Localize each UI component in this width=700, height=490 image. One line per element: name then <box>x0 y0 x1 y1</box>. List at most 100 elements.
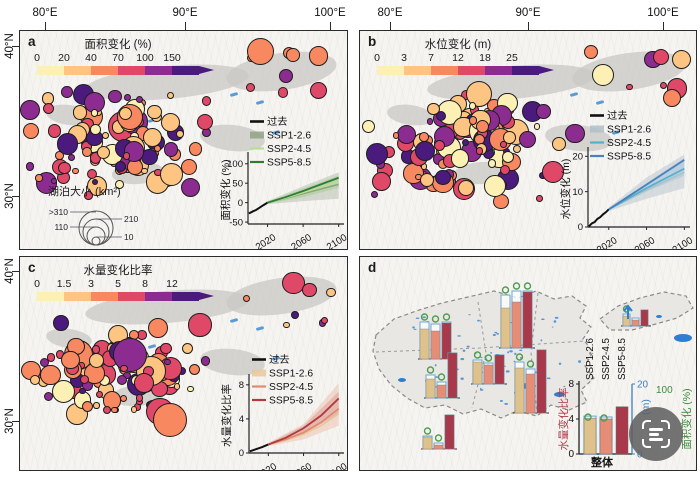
lake-bubble <box>584 44 599 60</box>
axis-tick <box>45 22 47 30</box>
colorbar-tick: 25 <box>506 52 518 64</box>
panel-c-volume-ratio-map: c 水量变化比率 0 1.5 3 5 8 12 0 4 8 2020 2060 2100 水量变化比率… <box>19 256 348 471</box>
colorbar-tick: 3 <box>401 52 407 64</box>
lake-bubble <box>450 148 470 168</box>
lake-bubble <box>189 363 201 376</box>
axis-tick <box>12 421 20 423</box>
lake-bubble <box>536 195 543 202</box>
lake-bubble <box>90 124 102 136</box>
lake-bubble <box>181 158 197 175</box>
y-tick-label: 50 <box>232 178 243 189</box>
lake-bubble <box>35 174 43 182</box>
lake-bubble <box>114 161 126 173</box>
lake-bubble <box>86 168 97 179</box>
small-lake <box>505 370 510 373</box>
lake-bubble <box>290 310 299 319</box>
bar <box>483 364 494 385</box>
left-axis-label: 水量变化比率 <box>557 388 570 451</box>
y-tick-label: 100 <box>227 159 243 170</box>
panel-label: c <box>28 260 36 275</box>
lake-bubble <box>461 138 470 147</box>
lake-bubble <box>160 342 172 354</box>
colorbar-segment <box>37 66 64 75</box>
lake-bubble <box>163 142 179 157</box>
colorbar-tick: 8 <box>142 278 148 290</box>
lake-bubble <box>370 191 378 199</box>
colorbar-volume-ratio: 水量变化比率 0 1.5 3 5 8 12 <box>34 262 237 301</box>
lake-bubble <box>90 109 99 117</box>
lake-bubble <box>160 162 184 186</box>
lake-bubble <box>88 352 104 369</box>
lake-bubble <box>67 153 75 161</box>
lake-bubble <box>310 81 328 100</box>
series-line <box>267 176 339 204</box>
lake-bubble <box>147 105 162 120</box>
lake-bubble <box>500 141 507 148</box>
colorbar-segment <box>404 66 431 75</box>
panel-a-area-change-map: a 面积变化 (%) 0 20 40 70 100 150 湖泊大小 (km²) >310… <box>19 30 348 250</box>
small-lake <box>546 377 551 380</box>
area-change-circle <box>584 413 592 421</box>
y-tick-label: 0 <box>568 449 574 460</box>
y-tick-label: 0 <box>239 448 244 459</box>
colorbar-tick: 0 <box>34 52 40 64</box>
colorbar-ticks: 0 1.5 3 5 8 12 <box>34 278 237 291</box>
lake-bubble <box>47 124 62 138</box>
x-tick-label: 2020 <box>595 235 620 249</box>
colorbar-segment <box>172 66 199 75</box>
colorbar-tick: 5 <box>115 278 121 290</box>
bar <box>433 444 444 450</box>
lake-bubble <box>197 113 214 130</box>
area-change-circle <box>523 282 532 290</box>
lake-bubble <box>326 287 336 298</box>
legend-label: 过去 <box>269 353 290 366</box>
small-lake <box>434 376 439 378</box>
small-lake <box>457 335 461 337</box>
small-lake <box>507 351 510 354</box>
region-map-with-bars: 048SSP1-2.6SSP2-4.5SSP5-8.5020(m)100面积变化… <box>372 282 694 469</box>
colorbar-segment <box>431 66 458 75</box>
lake-bubble <box>662 89 682 108</box>
lake-bubble <box>79 387 86 395</box>
lake-bubble <box>503 131 516 144</box>
small-lake <box>479 387 482 390</box>
lake-bubble <box>50 177 58 185</box>
colorbar-tick: 12 <box>166 278 178 290</box>
lon-label: 90°E <box>515 7 541 19</box>
size-label: 110 <box>54 222 68 232</box>
small-lake <box>492 334 496 336</box>
colorbar-segment <box>91 66 118 75</box>
series-line <box>608 159 685 211</box>
legend-label: SSP5-8.5 <box>607 152 651 163</box>
inset-chart-water-level: 0 10 20 2020 2060 2100 水位变化 (m) 过去 SSP1-2.6 SSP2-… <box>556 107 696 249</box>
right-axis-label-pct: 面积变化 (%) <box>680 388 693 449</box>
lake-bubble <box>141 167 148 174</box>
area-change-circle <box>484 354 493 362</box>
colorbar-title: 面积变化 (%) <box>84 39 152 51</box>
colorbar-tick: 100 <box>136 52 154 64</box>
colorbar-segment <box>145 292 172 301</box>
uncertainty-band <box>267 172 339 205</box>
lake-bubble <box>58 161 72 175</box>
small-lake <box>540 339 543 342</box>
lake-bubble <box>112 338 147 373</box>
x-tick-label: 2020 <box>255 461 280 471</box>
screenshot-translate-button[interactable] <box>629 407 683 461</box>
lake-bubble <box>142 128 162 148</box>
small-lake <box>541 318 545 321</box>
lake-bubble <box>652 48 669 65</box>
small-lake <box>496 333 500 335</box>
lake-bubble <box>135 394 143 402</box>
lake-size-legend-circles: >310 210 110 10 <box>49 207 138 246</box>
small-lake <box>514 352 517 356</box>
legend-label: SSP2-4.5 <box>269 382 313 393</box>
lake-bubble <box>91 178 99 186</box>
small-lake <box>412 326 415 329</box>
lake-bubble <box>501 150 515 163</box>
lake-bubbles-layer <box>360 31 696 249</box>
small-lake <box>422 316 426 319</box>
y-axis-label: 水位变化 (m) <box>559 159 572 220</box>
small-lake <box>460 377 464 380</box>
bar <box>436 384 447 399</box>
area-change-circle <box>431 315 440 323</box>
